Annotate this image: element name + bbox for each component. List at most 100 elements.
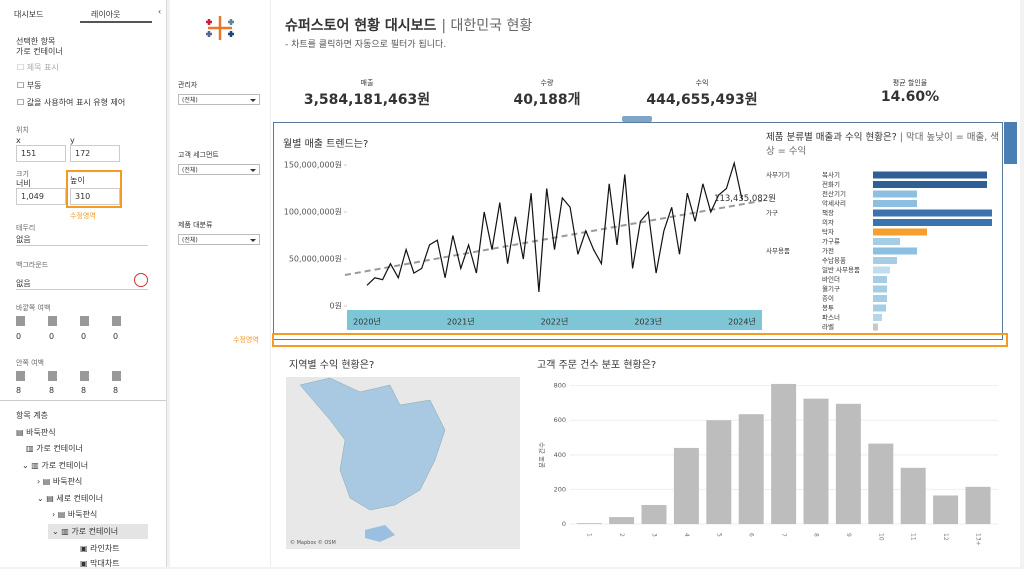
height-input[interactable]: 310 <box>70 188 120 205</box>
collapse[interactable]: ‹ <box>158 7 162 16</box>
tree-item[interactable]: › ▤ 바둑판식 <box>52 510 98 519</box>
label: 가로 컨테이너 <box>36 444 83 453</box>
bar <box>873 238 900 245</box>
x-tick-label: 8 <box>813 533 820 537</box>
checkbox[interactable]: ☐ 제목 표시 <box>17 63 59 72</box>
tree-item[interactable]: ▣ 막대차트 <box>80 559 120 568</box>
subtitle: - 차트를 클릭하면 자동으로 필터가 됩니다. <box>285 40 447 50</box>
divider <box>270 0 271 567</box>
bar <box>673 447 699 524</box>
padding-icons <box>16 371 126 381</box>
category-label: 종이 <box>822 294 834 303</box>
tree-item[interactable]: › ▤ 바둑판식 <box>37 477 83 486</box>
chart-title: 제품 분류별 매출과 수익 현황은? | 막대 높낮이 = 매출, 색상 = 수… <box>766 131 1000 159</box>
tableau-logo <box>206 16 234 40</box>
y-tick-label: 0 <box>562 520 566 528</box>
tab[interactable]: 대시보드 <box>14 10 44 19</box>
label: 값을 사용하여 표시 유형 제어 <box>26 98 126 107</box>
x-input[interactable]: 151 <box>16 145 66 162</box>
x-tick-label: 2 <box>618 533 625 537</box>
label: 백그라운드 <box>16 261 49 269</box>
highlight <box>66 170 122 208</box>
bar <box>873 219 992 226</box>
checkbox[interactable]: ☐ 부동 <box>17 81 42 90</box>
tree-item[interactable]: ▥ 가로 컨테이너 <box>26 444 83 453</box>
x-tick-label: 10 <box>877 533 884 541</box>
label: 위치 <box>16 126 29 134</box>
title: 제품 분류별 매출과 수익 현황은? <box>766 132 897 143</box>
y-tick-label: 800 <box>554 382 566 390</box>
padding[interactable]: 0 <box>16 332 22 341</box>
kpi-value: 3,584,181,463원 <box>303 92 431 108</box>
category-label: 라벨 <box>822 322 834 331</box>
x-tick-label: 12 <box>942 533 949 541</box>
x-tick-label: 7 <box>780 533 787 537</box>
highlight <box>272 333 1008 347</box>
selected-container[interactable] <box>273 122 1003 340</box>
category-label: 수납용품 <box>822 256 846 265</box>
tree-item[interactable]: ▤ 바둑판식 <box>16 428 56 437</box>
filter-label: 제품 대분류 <box>178 221 213 229</box>
category-label: 탁자 <box>822 227 834 236</box>
data-label: 113,435,082원 <box>714 194 776 204</box>
bar <box>868 443 894 524</box>
filter-dropdown[interactable]: (전체) <box>178 94 260 105</box>
category-label: 가구류 <box>822 237 840 246</box>
bar <box>873 314 882 321</box>
label: 바깥쪽 여백 <box>16 304 51 312</box>
padding[interactable]: 0 <box>113 332 119 341</box>
dropdown[interactable]: 없음 <box>16 234 148 246</box>
filter-dropdown[interactable]: (전체) <box>178 234 260 245</box>
y-tick-label: 600 <box>554 416 566 424</box>
drag-handle[interactable] <box>622 116 652 122</box>
label: 라인차트 <box>90 544 120 553</box>
kpi-value: 14.60% <box>880 89 940 105</box>
bar <box>873 228 927 236</box>
category-label: 일반 사무용품 <box>822 265 860 274</box>
checkbox[interactable]: ☐ 값을 사용하여 표시 유형 제어 <box>17 98 126 107</box>
label: 테두리 <box>16 224 36 232</box>
dropdown[interactable]: 없음 <box>16 278 148 290</box>
kpi-label: 매출 <box>360 79 374 87</box>
padding[interactable]: 8 <box>81 386 87 395</box>
x-tick-label: 11 <box>910 533 917 541</box>
label: 바둑판식 <box>67 510 98 519</box>
width-input[interactable]: 1,049 <box>16 188 66 205</box>
bar <box>803 398 829 524</box>
tree-item[interactable]: ⌄ ▥ 가로 컨테이너 <box>22 461 89 470</box>
padding[interactable]: 0 <box>49 332 55 341</box>
tree-item[interactable]: ▣ 라인차트 <box>80 544 120 553</box>
bar <box>873 266 890 274</box>
map-region <box>365 525 395 542</box>
category-label: 복사기 <box>822 170 840 179</box>
bar <box>738 414 764 524</box>
category-label: 가전 <box>822 246 834 255</box>
bar <box>873 276 887 283</box>
bar <box>873 181 987 188</box>
y-input[interactable]: 172 <box>70 145 120 162</box>
filter-dropdown[interactable]: (전체) <box>178 164 260 175</box>
chart-title: 고객 주문 건수 분포 현황은? <box>537 360 657 371</box>
x-tick-label: 2022년 <box>541 317 569 327</box>
padding[interactable]: 0 <box>81 332 87 341</box>
title-suffix: | 대한민국 현황 <box>441 18 533 34</box>
label: y <box>70 136 75 145</box>
container-menu[interactable] <box>1004 122 1017 164</box>
x-tick-label: 4 <box>683 533 690 537</box>
padding[interactable]: 8 <box>16 386 22 395</box>
padding[interactable]: 8 <box>113 386 119 395</box>
kpi-value: 40,188개 <box>513 92 581 108</box>
label: 바둑판식 <box>52 477 83 486</box>
padding[interactable]: 8 <box>49 386 55 395</box>
bar <box>609 517 635 524</box>
annotation: 수정영역 <box>70 212 96 220</box>
tree-item-selected[interactable]: ⌄ ▥ 가로 컨테이너 <box>48 524 148 539</box>
bar <box>873 304 886 312</box>
tab[interactable]: 레이아웃 <box>91 10 121 19</box>
no-color[interactable] <box>134 273 148 287</box>
kpi-label: 평균 할인율 <box>892 79 928 87</box>
bar <box>873 200 917 207</box>
tree-item[interactable]: ⌄ ▤ 세로 컨테이너 <box>37 494 104 503</box>
